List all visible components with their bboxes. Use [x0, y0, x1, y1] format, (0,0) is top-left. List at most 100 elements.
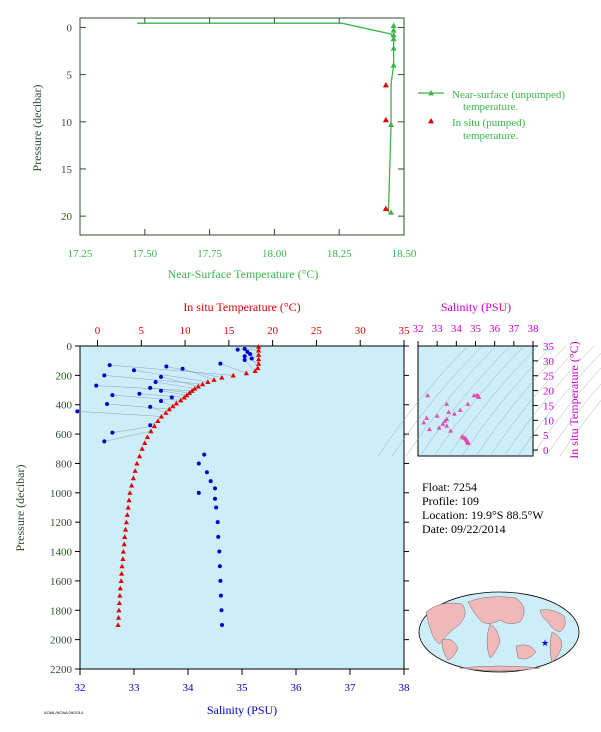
temperature-point	[126, 497, 132, 503]
link-line	[160, 390, 187, 396]
chart2-ylabel: Pressure (decibar)	[13, 465, 27, 552]
link-line	[104, 375, 203, 385]
salinity-point	[153, 379, 158, 384]
temperature-point	[219, 374, 225, 380]
x-tick-label: 17.50	[132, 248, 157, 260]
temperature-point	[144, 434, 151, 440]
salinity-point	[148, 423, 153, 428]
profile-text: Profile: 109	[422, 494, 479, 508]
x-tick-label: 17.75	[197, 248, 222, 260]
ts-point	[466, 440, 471, 445]
salinity-point	[242, 346, 247, 351]
salinity-point	[102, 373, 107, 378]
salinity-point	[148, 404, 153, 409]
legend-green-line1: Near-surface (unpumped)	[452, 89, 565, 101]
temperature-point	[120, 556, 126, 561]
temperature-point	[134, 460, 140, 466]
salinity-point	[218, 361, 223, 366]
svg-text:★: ★	[541, 639, 549, 649]
ts-sal-tick-label: 38	[528, 323, 540, 335]
salinity-point	[218, 593, 223, 598]
density-contour	[559, 400, 601, 457]
ts-temp-tick-label: 10	[543, 415, 555, 427]
ts-chart: 32 33 34 35 36 37 38 0 5 10 15 20 25 30 35	[377, 323, 601, 457]
ts-temp-tick-label: 0	[543, 445, 549, 457]
ts-temp-tick-label: 30	[543, 356, 555, 368]
density-contour	[503, 345, 595, 457]
temperature-point	[142, 440, 148, 445]
salinity-point	[218, 578, 223, 583]
salinity-point	[169, 395, 174, 400]
link-line	[244, 348, 259, 351]
salinity-point	[213, 486, 217, 491]
y-tick-label: 20	[61, 211, 73, 223]
link-line	[244, 359, 256, 372]
link-line	[150, 387, 190, 394]
x-tick-label: 17.25	[68, 248, 93, 260]
link-line	[160, 400, 173, 407]
salinity-point	[102, 439, 107, 444]
pressure-tick-label: 2200	[50, 664, 73, 676]
temperature-point	[117, 585, 123, 591]
near-surface-point	[390, 27, 397, 33]
ts-temp-tick-label: 20	[543, 386, 555, 398]
near-surface-point	[390, 35, 397, 42]
float-text: Float: 7254	[422, 480, 477, 494]
link-line	[155, 381, 195, 389]
pressure-tick-label: 1400	[50, 547, 73, 559]
ts-sal-tick-label: 36	[489, 323, 501, 335]
density-contour	[377, 345, 469, 457]
pressure-tick-label: 600	[56, 429, 73, 441]
salinity-point	[208, 479, 213, 484]
salinity-point	[180, 366, 185, 371]
chart2-bottom-label: Salinity (PSU)	[207, 703, 277, 717]
ts-sal-tick-label: 32	[413, 323, 424, 335]
legend-red-line2: temperature.	[463, 130, 519, 142]
near-surface-point	[388, 209, 395, 215]
ts-point	[444, 401, 450, 406]
pressure-tick-label: 400	[56, 400, 73, 412]
temperature-point	[173, 400, 179, 406]
temp-tick-label: 20	[267, 325, 279, 337]
link-line	[133, 369, 208, 383]
salinity-point	[159, 374, 163, 379]
salinity-point	[249, 356, 254, 361]
temperature-point	[119, 563, 125, 569]
salinity-point	[159, 399, 163, 404]
salinity-point	[132, 368, 136, 373]
link-line	[112, 394, 181, 401]
temperature-point	[170, 403, 176, 409]
temperature-point	[195, 383, 201, 389]
sal-tick-label: 37	[345, 682, 357, 694]
sal-tick-label: 33	[129, 682, 141, 694]
temperature-point	[115, 622, 121, 628]
near-surface-line	[137, 22, 395, 213]
near-surface-point	[390, 62, 397, 68]
ts-point	[457, 407, 463, 412]
temperature-point	[256, 361, 262, 366]
temperature-point	[181, 394, 187, 400]
salinity-point	[204, 470, 209, 475]
salinity-point	[235, 347, 240, 352]
ts-point	[427, 426, 432, 432]
pressure-tick-label: 1200	[50, 517, 73, 529]
temperature-point	[139, 446, 145, 451]
link-line	[237, 346, 259, 350]
salinity-point	[105, 401, 109, 406]
ts-point	[452, 411, 457, 416]
temperature-point	[121, 541, 127, 547]
link-line	[220, 363, 247, 374]
salinity-point	[242, 357, 247, 362]
temp-tick-label: 0	[95, 325, 101, 337]
ts-point	[465, 401, 471, 406]
link-line	[182, 368, 215, 381]
legend-green-marker	[428, 90, 434, 96]
near-surface-point	[390, 22, 397, 28]
ts-point	[446, 409, 452, 414]
chart3-top-label: Salinity (PSU)	[441, 300, 511, 314]
temperature-point	[189, 388, 195, 393]
sal-tick-label: 34	[183, 682, 195, 694]
link-line	[112, 425, 155, 433]
temperature-point	[199, 381, 206, 387]
temperature-point	[127, 490, 133, 495]
